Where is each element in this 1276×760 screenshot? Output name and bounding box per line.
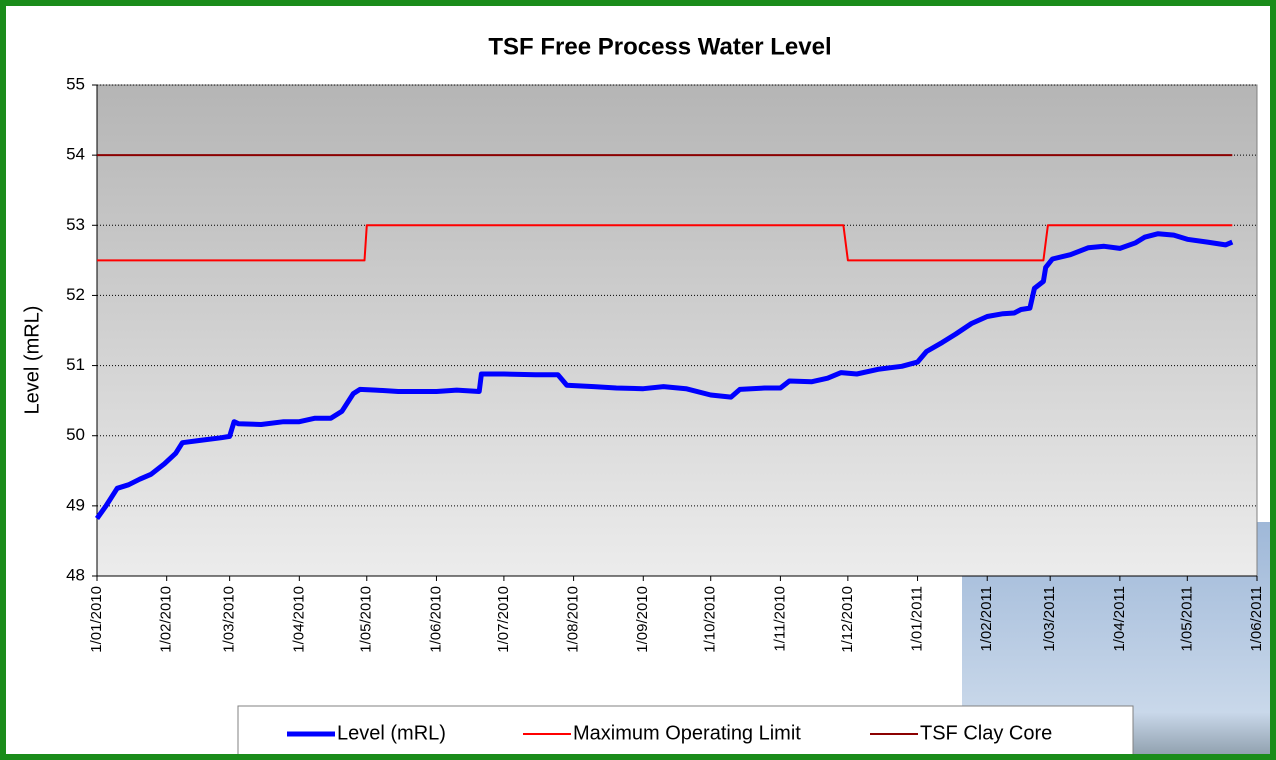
- x-tick-label: 1/04/2010: [290, 586, 307, 653]
- y-tick-label: 55: [66, 74, 85, 93]
- chart-title: TSF Free Process Water Level: [488, 33, 831, 60]
- x-tick-label: 1/11/2010: [771, 586, 788, 652]
- y-axis-title: Level (mRL): [21, 306, 43, 415]
- y-tick-label: 48: [66, 565, 85, 584]
- x-tick-label: 1/03/2011: [1041, 586, 1058, 652]
- x-tick-label: 1/05/2011: [1178, 586, 1195, 652]
- x-tick-label: 1/02/2010: [158, 586, 175, 653]
- y-tick-label: 51: [66, 355, 85, 374]
- x-tick-label: 1/08/2010: [565, 586, 582, 653]
- x-tick-label: 1/01/2011: [909, 586, 926, 652]
- x-tick-label: 1/04/2011: [1111, 586, 1128, 652]
- legend-label: TSF Clay Core: [920, 722, 1052, 744]
- legend-label: Level (mRL): [337, 722, 446, 744]
- x-tick-label: 1/05/2010: [358, 586, 375, 653]
- x-tick-label: 1/09/2010: [634, 586, 651, 653]
- y-tick-label: 54: [66, 145, 85, 164]
- x-tick-label: 1/06/2011: [1248, 586, 1265, 652]
- x-tick-label: 1/06/2010: [427, 586, 444, 653]
- y-tick-label: 52: [66, 285, 85, 304]
- x-tick-label: 1/03/2010: [221, 586, 238, 653]
- x-tick-label: 1/12/2010: [839, 586, 856, 653]
- x-tick-label: 1/10/2010: [702, 586, 719, 653]
- chart: TSF Free Process Water Level Level (mRL)…: [0, 0, 1276, 760]
- y-tick-label: 53: [66, 215, 85, 234]
- y-tick-label: 50: [66, 425, 85, 444]
- y-tick-label: 49: [66, 495, 85, 514]
- x-tick-label: 1/01/2010: [88, 586, 105, 653]
- x-tick-label: 1/02/2011: [978, 586, 995, 652]
- x-tick-label: 1/07/2010: [495, 586, 512, 653]
- plot-area: [97, 85, 1257, 576]
- legend-label: Maximum Operating Limit: [573, 722, 801, 744]
